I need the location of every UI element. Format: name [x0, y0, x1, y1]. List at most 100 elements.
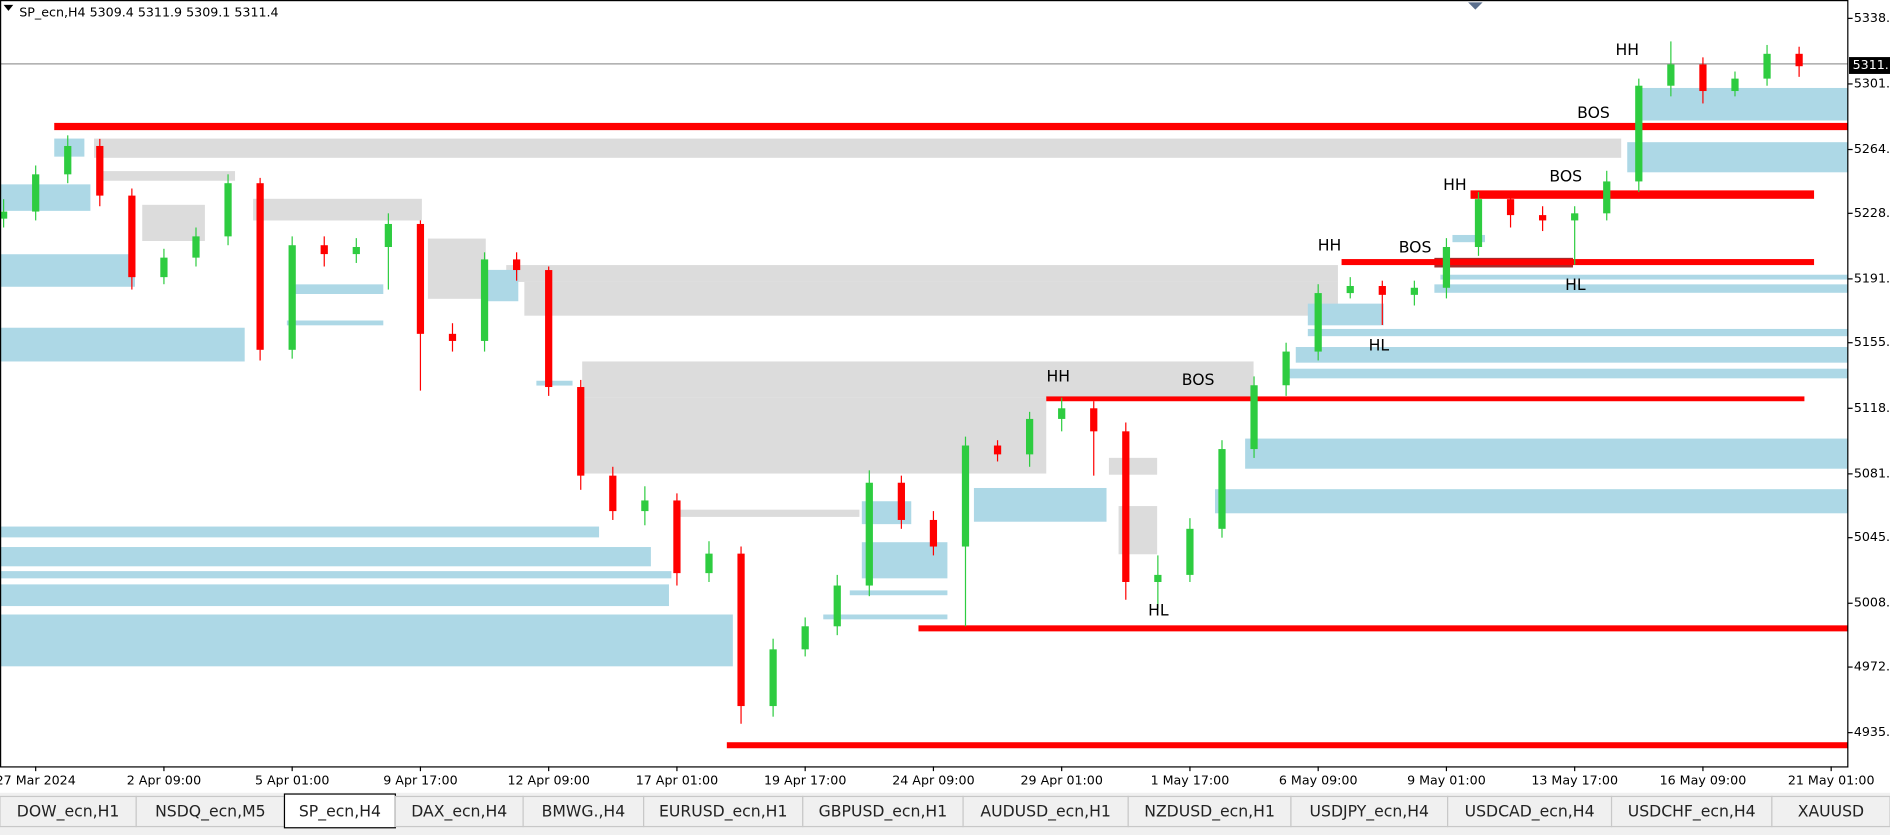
zone	[1287, 368, 1848, 379]
candle-body	[577, 387, 585, 476]
zone	[0, 584, 669, 607]
zone	[1295, 347, 1848, 363]
candle-body	[320, 245, 328, 255]
candle-body	[352, 247, 360, 255]
zone	[1636, 87, 1848, 121]
candle-body	[1026, 418, 1034, 455]
tab[interactable]	[0, 795, 137, 828]
candle-body	[1250, 385, 1258, 450]
candle-body	[1410, 287, 1418, 295]
candle-body	[1282, 351, 1290, 386]
zone	[1452, 234, 1485, 243]
x-tick-label: 5 Apr 01:00	[255, 772, 329, 787]
candle-body	[1571, 213, 1579, 221]
zone	[506, 265, 1338, 282]
zone	[849, 590, 948, 596]
x-tick-label: 2 Apr 09:00	[127, 772, 201, 787]
candle-body	[1314, 293, 1322, 352]
zone	[582, 361, 1254, 398]
x-tick-label: 1 May 17:00	[1151, 772, 1230, 787]
zone	[0, 614, 733, 667]
x-tick-label: 19 Apr 17:00	[764, 772, 846, 787]
y-tick-label: 4935.	[1854, 724, 1890, 739]
zone	[973, 487, 1107, 522]
tab[interactable]	[643, 795, 804, 828]
candle-body	[448, 333, 457, 341]
tab[interactable]	[962, 795, 1129, 828]
zone	[1307, 328, 1848, 337]
zone	[1440, 274, 1848, 280]
shift-marker[interactable]	[1468, 2, 1483, 10]
tab[interactable]	[522, 795, 645, 828]
candle-body	[1635, 85, 1643, 182]
tab-label: USDCHF_ecn,H4	[1628, 802, 1756, 822]
zone	[94, 138, 1622, 158]
zone	[1434, 284, 1848, 293]
annotation: HH	[1318, 235, 1342, 254]
candle-body	[224, 183, 232, 237]
zone	[0, 571, 672, 579]
tab[interactable]	[1127, 795, 1292, 828]
tab[interactable]	[1771, 795, 1890, 828]
zone	[0, 327, 245, 362]
candle-body	[1218, 449, 1226, 529]
candle-body	[1474, 199, 1483, 248]
level-line	[918, 625, 1848, 632]
candle-body	[160, 257, 168, 278]
candle-body	[545, 270, 553, 388]
zone	[1627, 142, 1848, 173]
zone	[1108, 457, 1158, 475]
zone	[0, 184, 91, 211]
candle-body	[865, 482, 873, 586]
zone	[1307, 303, 1384, 326]
x-tick-label: 16 May 09:00	[1660, 772, 1747, 787]
candle-body	[288, 245, 296, 350]
zone	[1215, 489, 1848, 514]
candle-body	[1795, 53, 1803, 67]
menu-arrow[interactable]	[3, 4, 14, 11]
tab-label: DAX_ecn,H4	[411, 802, 507, 822]
y-tick-label: 5081.	[1854, 465, 1890, 480]
candle-body	[1506, 199, 1515, 216]
candle-body	[1763, 53, 1771, 79]
chart-frame	[0, 0, 1849, 768]
zone	[524, 281, 1338, 316]
x-tick-label: 6 May 09:00	[1279, 772, 1358, 787]
level-line	[1470, 190, 1815, 199]
candle-body	[1539, 215, 1547, 221]
y-tick-label: 5338.	[1854, 10, 1890, 25]
candle-body	[384, 223, 392, 248]
tab-label: DOW_ecn,H1	[17, 802, 120, 822]
tab[interactable]	[1610, 795, 1773, 828]
x-tick-label: 9 Apr 17:00	[383, 772, 457, 787]
zone	[427, 238, 486, 299]
tab[interactable]	[802, 795, 964, 828]
tab-label: USDJPY_ecn,H4	[1310, 802, 1429, 822]
candle-body	[1122, 431, 1130, 582]
annotation: HH	[1443, 175, 1467, 194]
last-price-label: 5311.	[1853, 57, 1889, 72]
zone	[823, 614, 948, 620]
zone	[292, 284, 384, 294]
candle-body	[64, 145, 72, 175]
annotation: BOS	[1577, 103, 1610, 122]
candle-body	[833, 585, 841, 627]
zone	[102, 171, 236, 181]
zone	[485, 269, 519, 302]
zone	[286, 320, 384, 326]
annotation: BOS	[1182, 370, 1215, 389]
tab-label: EURUSD_ecn,H1	[659, 802, 787, 822]
zone	[0, 526, 600, 538]
zones	[0, 87, 1848, 749]
tab-label: SP_ecn,H4	[299, 802, 381, 822]
tab[interactable]	[135, 795, 286, 828]
tab[interactable]	[283, 793, 396, 829]
annotations: HH BOS BOS HH HH BOS HL HL HH BOS HL	[1047, 40, 1639, 619]
tab[interactable]	[1290, 795, 1449, 828]
level-line	[1341, 259, 1815, 266]
candle-body	[641, 500, 649, 512]
level-line	[1046, 396, 1805, 402]
candle-body	[1731, 78, 1739, 92]
